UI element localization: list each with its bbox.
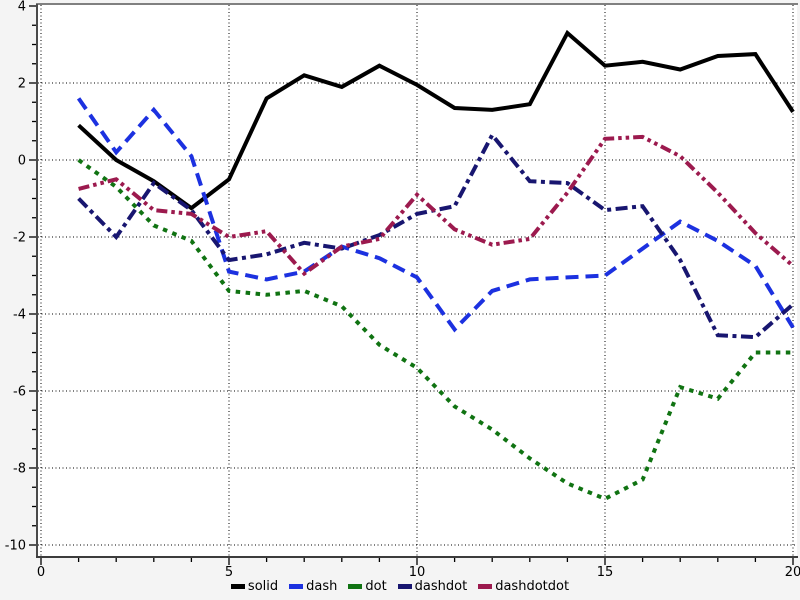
chart-legend: solid dash dot dashdot dashdotdot xyxy=(0,579,800,594)
series-line-dash xyxy=(76,97,795,333)
legend-item-dot: dot xyxy=(348,579,387,594)
y-tick-label: 2 xyxy=(18,77,26,92)
y-tick-label: -4 xyxy=(13,308,26,323)
legend-label: solid xyxy=(247,579,279,594)
series-line-solid xyxy=(77,29,795,211)
legend-item-solid: solid xyxy=(230,579,279,594)
legend-label: dot xyxy=(365,579,387,594)
series-line-dot xyxy=(77,158,793,501)
legend-swatch-dot xyxy=(348,584,363,589)
series-line-dashdot xyxy=(77,131,795,340)
legend-item-dashdot: dashdot xyxy=(397,579,468,594)
y-tick-label: 4 xyxy=(18,0,26,15)
legend-swatch-dashdot xyxy=(397,584,412,589)
legend-item-dash: dash xyxy=(289,579,337,594)
y-tick-label: -8 xyxy=(13,462,26,477)
y-tick-label: -6 xyxy=(13,385,26,400)
y-tick-label: 0 xyxy=(18,154,26,169)
x-tick-label: 5 xyxy=(225,565,233,580)
y-tick-label: -2 xyxy=(13,231,26,246)
legend-label: dashdot xyxy=(414,579,468,594)
legend-swatch-dash xyxy=(289,584,304,589)
legend-item-dashdotdot: dashdotdot xyxy=(478,579,569,594)
x-tick-label: 20 xyxy=(785,565,800,580)
legend-swatch-solid xyxy=(230,584,245,589)
x-tick-label: 15 xyxy=(597,565,614,580)
x-tick-label: 0 xyxy=(37,565,45,580)
y-tick-label: -10 xyxy=(5,539,26,554)
x-tick-label: 10 xyxy=(409,565,426,580)
legend-label: dash xyxy=(306,579,338,594)
legend-label: dashdotdot xyxy=(495,579,570,594)
legend-swatch-dashdotdot xyxy=(478,584,493,589)
